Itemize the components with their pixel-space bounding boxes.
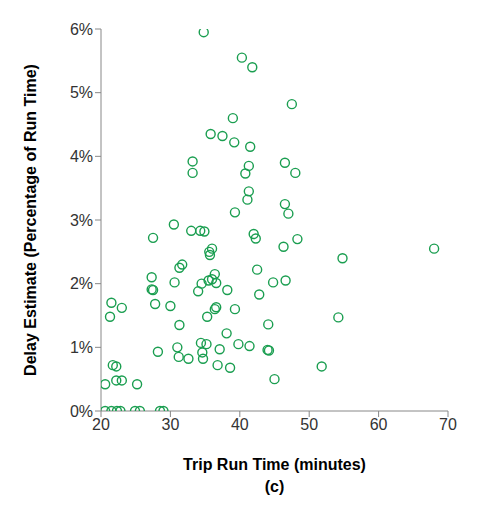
svg-text:20: 20 bbox=[92, 416, 110, 433]
svg-text:40: 40 bbox=[231, 416, 249, 433]
html-text:(c): (c) bbox=[264, 478, 285, 495]
svg-text:1%: 1% bbox=[70, 339, 93, 356]
svg-text:5%: 5% bbox=[70, 84, 93, 101]
svg-text:60: 60 bbox=[370, 416, 388, 433]
svg-text:70: 70 bbox=[439, 416, 457, 433]
svg-text:2%: 2% bbox=[70, 275, 93, 292]
svg-text:Delay Estimate (Percentage of: Delay Estimate (Percentage of Run Time) bbox=[22, 64, 39, 376]
svg-text:30: 30 bbox=[162, 416, 180, 433]
svg-text:4%: 4% bbox=[70, 148, 93, 165]
svg-text:0%: 0% bbox=[70, 403, 93, 420]
svg-text:3%: 3% bbox=[70, 212, 93, 229]
html-text:Trip Run Time (minutes): Trip Run Time (minutes) bbox=[183, 456, 366, 473]
svg-text:50: 50 bbox=[300, 416, 318, 433]
svg-text:6%: 6% bbox=[70, 21, 93, 38]
